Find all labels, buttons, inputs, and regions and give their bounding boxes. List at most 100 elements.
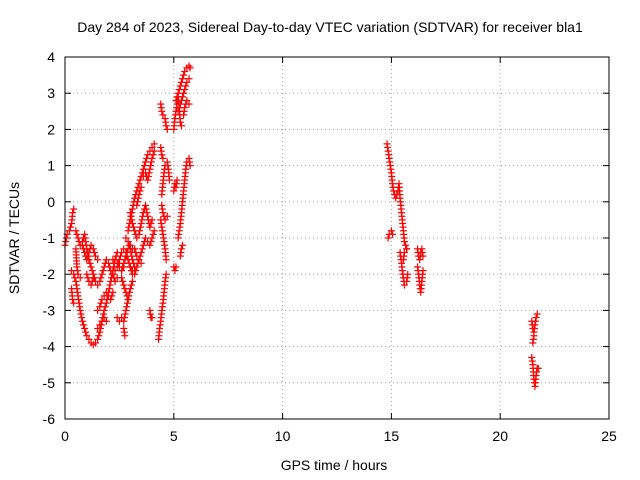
data-point: [107, 296, 115, 304]
y-tick-label: -3: [43, 302, 56, 318]
data-points: [61, 62, 542, 390]
data-point: [121, 310, 129, 318]
data-point: [97, 299, 105, 307]
data-point: [138, 216, 146, 224]
data-point: [185, 100, 193, 108]
data-point: [88, 267, 96, 275]
data-point: [87, 263, 95, 271]
data-point: [139, 241, 147, 249]
data-point: [87, 281, 95, 289]
data-point: [109, 256, 117, 264]
data-point: [128, 216, 136, 224]
data-point: [136, 223, 144, 231]
data-point: [146, 241, 154, 249]
data-point: [88, 277, 96, 285]
data-point: [186, 64, 194, 72]
y-axis-label: SDTVAR / TECUs: [6, 182, 22, 294]
data-point: [163, 212, 171, 220]
data-point: [402, 241, 410, 249]
data-point: [122, 306, 130, 314]
data-point: [150, 140, 158, 148]
data-point: [135, 230, 143, 238]
data-point: [135, 191, 143, 199]
data-point: [142, 205, 150, 213]
data-point: [76, 274, 84, 282]
x-tick-label: 15: [384, 428, 400, 444]
data-point: [69, 209, 77, 217]
data-point: [180, 71, 188, 79]
data-point: [94, 306, 102, 314]
data-point: [128, 277, 136, 285]
data-point: [137, 220, 145, 228]
data-point: [120, 281, 128, 289]
data-point: [123, 292, 131, 300]
data-point: [146, 165, 154, 173]
data-point: [83, 332, 91, 340]
data-point: [133, 263, 141, 271]
data-point: [106, 281, 114, 289]
data-point: [144, 212, 152, 220]
data-point: [150, 147, 158, 155]
data-point: [176, 118, 184, 126]
data-point: [128, 256, 136, 264]
data-point: [76, 306, 84, 314]
data-point: [127, 281, 135, 289]
data-point: [124, 227, 132, 235]
data-point: [126, 263, 134, 271]
data-point: [134, 194, 142, 202]
data-point: [133, 234, 141, 242]
data-point: [118, 274, 126, 282]
data-point: [127, 212, 135, 220]
data-point: [70, 299, 78, 307]
y-tick-label: -4: [43, 339, 56, 355]
data-point: [162, 256, 170, 264]
data-point: [94, 281, 102, 289]
data-point: [119, 277, 127, 285]
y-tick-label: -6: [43, 411, 56, 427]
data-point: [96, 303, 104, 311]
data-point: [183, 96, 191, 104]
data-point: [120, 259, 128, 267]
data-point: [74, 270, 82, 278]
data-point: [163, 125, 171, 133]
data-point: [124, 238, 132, 246]
data-point: [148, 314, 156, 322]
data-point: [133, 201, 141, 209]
data-point: [106, 263, 114, 271]
data-point: [66, 223, 74, 231]
data-point: [94, 256, 102, 264]
data-point: [132, 248, 140, 256]
data-point: [172, 263, 180, 271]
data-point: [159, 209, 167, 217]
data-point: [72, 227, 80, 235]
data-point: [98, 270, 106, 278]
data-point: [147, 220, 155, 228]
data-point: [171, 267, 179, 275]
data-point: [68, 267, 76, 275]
plot-frame: [64, 56, 610, 420]
y-tick-label: 3: [47, 85, 55, 101]
data-point: [174, 107, 182, 115]
data-point: [388, 230, 396, 238]
data-point: [161, 216, 169, 224]
data-point: [131, 245, 139, 253]
data-point: [108, 292, 116, 300]
data-point: [147, 162, 155, 170]
data-point: [121, 285, 129, 293]
data-point: [149, 230, 157, 238]
data-point: [128, 205, 136, 213]
data-point: [140, 162, 148, 170]
data-point: [124, 296, 132, 304]
data-point: [121, 256, 129, 264]
data-point: [181, 104, 189, 112]
data-point: [149, 151, 157, 159]
data-point: [400, 281, 408, 289]
data-point: [158, 151, 166, 159]
data-point: [135, 180, 143, 188]
data-point: [183, 78, 191, 86]
y-tick-label: 2: [47, 121, 55, 137]
data-point: [91, 339, 99, 347]
data-point: [159, 111, 167, 119]
data-point: [181, 86, 189, 94]
